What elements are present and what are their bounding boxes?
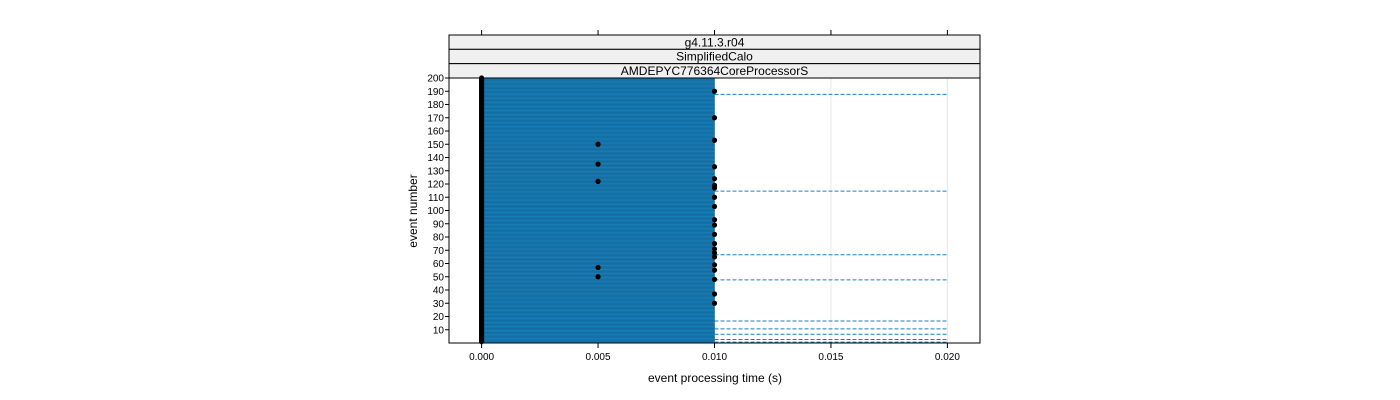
y-tick-label-19: 200: [427, 74, 444, 85]
y-tick-label-12: 130: [427, 166, 444, 177]
data-point-15: [711, 217, 718, 223]
data-point-3: [595, 178, 601, 184]
data-point-13: [711, 194, 718, 200]
data-point-17: [711, 231, 718, 237]
axes: 0.000 0.005 0.010 0.015 0.020 10 20 30 40 50 60 70 8…: [427, 30, 981, 363]
bar-band: [481, 77, 715, 344]
data-point-7: [711, 115, 718, 121]
x-tick-label-1: 0.005: [586, 352, 611, 363]
data-point-25: [711, 291, 718, 297]
data-point-9: [711, 164, 718, 170]
y-tick-label-3: 40: [433, 286, 445, 297]
data-point-26: [711, 300, 718, 306]
data-point-10: [711, 176, 718, 182]
y-tick-label-13: 140: [427, 153, 444, 164]
data-point-12: [711, 185, 718, 191]
data-point-24: [711, 276, 718, 282]
y-tick-label-4: 50: [433, 272, 445, 283]
y-tick-label-11: 120: [427, 180, 444, 191]
zero-column-points: [479, 75, 485, 345]
data-point-19: [711, 246, 718, 252]
y-tick-label-2: 30: [433, 299, 445, 310]
data-point-21: [711, 254, 718, 260]
dashed-lines: [714, 93, 948, 343]
y-tick-label-0: 10: [433, 325, 445, 336]
y-tick-label-10: 110: [428, 193, 444, 204]
data-point-6: [711, 88, 718, 94]
strip-label-3: AMDEPYC776364CoreProcessorS: [621, 64, 808, 78]
y-tick-label-17: 180: [427, 100, 444, 111]
y-tick-label-15: 160: [427, 127, 444, 138]
data-point-16: [711, 222, 718, 228]
x-axis-title: event processing time (s): [648, 371, 782, 385]
data-point-8: [711, 137, 718, 143]
data-point-18: [711, 241, 718, 247]
data-point-5: [595, 274, 601, 280]
data-point-1: [595, 141, 601, 147]
x-tick-label-2: 0.010: [702, 352, 727, 363]
y-tick-label-8: 90: [433, 219, 445, 230]
strip-label-1: g4.11.3.r04: [685, 35, 745, 49]
strip-headers: g4.11.3.r04SimplifiedCaloAMDEPYC776364Co…: [448, 34, 981, 79]
data-point-23: [711, 267, 718, 273]
x-tick-label-3: 0.015: [818, 352, 843, 363]
data-point-14: [711, 203, 718, 210]
y-tick-label-18: 190: [427, 87, 444, 98]
data-points: [595, 88, 718, 306]
y-tick-label-16: 170: [427, 113, 444, 124]
y-axis-title: event number: [406, 174, 420, 247]
y-tick-label-6: 70: [433, 246, 445, 257]
data-point-2: [595, 161, 601, 167]
data-point-4: [595, 264, 601, 271]
y-tick-label-5: 60: [433, 259, 445, 270]
y-tick-label-7: 80: [433, 233, 445, 244]
x-tick-label-0: 0.000: [469, 352, 494, 363]
y-tick-label-9: 100: [427, 206, 444, 217]
x-tick-label-4: 0.020: [935, 352, 960, 363]
y-tick-label-1: 20: [433, 312, 445, 323]
data-point-22: [711, 262, 718, 268]
strip-label-2: SimplifiedCalo: [676, 50, 753, 64]
y-tick-label-14: 150: [427, 140, 444, 151]
data-point-20: [711, 250, 718, 256]
